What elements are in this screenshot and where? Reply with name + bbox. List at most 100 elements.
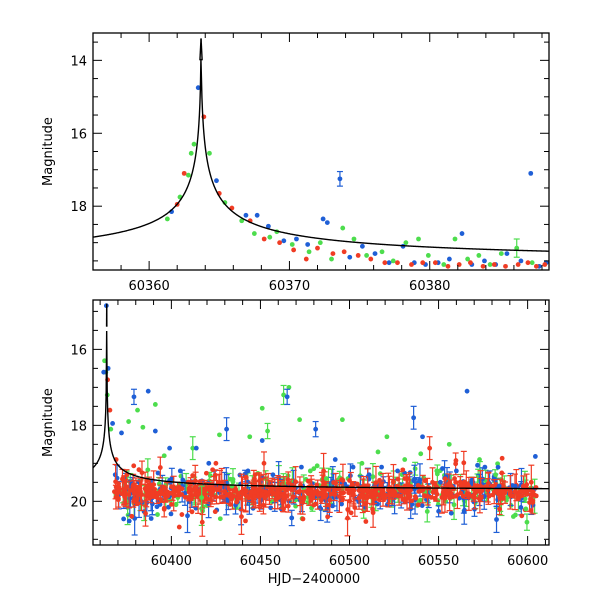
obs-green-point bbox=[217, 516, 223, 522]
obs-blue-point bbox=[448, 510, 454, 516]
obs-red-point bbox=[327, 497, 333, 503]
obs-green-point bbox=[186, 172, 191, 178]
obs-red-point bbox=[240, 491, 245, 497]
obs-red-point bbox=[236, 491, 242, 496]
obs-blue-point bbox=[101, 369, 107, 375]
obs-green-point bbox=[375, 449, 381, 455]
obs-red-point bbox=[308, 498, 314, 503]
obs-red-point bbox=[468, 260, 473, 266]
obs-green-point bbox=[434, 468, 440, 474]
obs-red-point bbox=[293, 479, 299, 485]
obs-red-point bbox=[285, 480, 291, 486]
obs-green-point bbox=[441, 262, 447, 267]
obs-blue-point bbox=[512, 483, 518, 489]
obs-red-point bbox=[275, 490, 281, 496]
y-tick-label: 16 bbox=[70, 127, 87, 142]
obs-green-point bbox=[251, 231, 257, 236]
obs-green-point bbox=[477, 457, 482, 462]
x-axis-label: HJD−2400000 bbox=[268, 572, 360, 587]
obs-green-point bbox=[340, 225, 346, 231]
obs-blue-point bbox=[337, 176, 343, 182]
obs-red-point bbox=[208, 492, 214, 498]
obs-red-point bbox=[144, 478, 150, 484]
obs-red-point bbox=[291, 247, 297, 253]
obs-red-point bbox=[284, 493, 290, 499]
obs-red-point bbox=[151, 482, 157, 488]
obs-red-point bbox=[239, 514, 244, 520]
obs-red-point bbox=[169, 502, 174, 507]
obs-red-point bbox=[412, 494, 418, 499]
obs-green-point bbox=[418, 451, 424, 457]
obs-blue-point bbox=[350, 464, 356, 470]
obs-green-point bbox=[384, 434, 390, 440]
obs-blue-point bbox=[313, 426, 319, 432]
obs-red-point bbox=[511, 493, 516, 499]
obs-red-point bbox=[305, 478, 311, 484]
obs-red-point bbox=[199, 519, 205, 525]
obs-red-point bbox=[453, 461, 459, 467]
obs-blue-point bbox=[324, 220, 330, 226]
obs-green-point bbox=[465, 256, 471, 262]
obs-blue-point bbox=[528, 170, 534, 176]
obs-red-point bbox=[220, 494, 226, 500]
obs-red-point bbox=[345, 515, 350, 521]
obs-blue-point bbox=[459, 231, 465, 236]
obs-green-point bbox=[498, 251, 504, 256]
obs-red-point bbox=[214, 486, 219, 492]
obs-red-point bbox=[515, 492, 521, 498]
obs-red-point bbox=[478, 495, 484, 500]
obs-red-point bbox=[131, 482, 136, 488]
obs-green-point bbox=[247, 434, 253, 440]
y-axis-label: Magnitude bbox=[41, 388, 56, 457]
obs-green-point bbox=[487, 262, 493, 267]
obs-green-point bbox=[188, 150, 194, 156]
obs-red-point bbox=[347, 498, 353, 504]
obs-blue-point bbox=[494, 517, 499, 522]
obs-blue-point bbox=[409, 501, 415, 507]
obs-red-point bbox=[315, 245, 320, 251]
obs-red-point bbox=[395, 493, 401, 499]
obs-red-point bbox=[364, 493, 370, 499]
obs-blue-point bbox=[464, 388, 470, 394]
obs-green-point bbox=[514, 245, 520, 251]
obs-green-point bbox=[311, 466, 317, 472]
obs-blue-point bbox=[475, 462, 480, 468]
obs-green-point bbox=[452, 236, 458, 242]
obs-green-point bbox=[424, 509, 430, 514]
obs-red-point bbox=[469, 493, 475, 499]
obs-red-point bbox=[129, 513, 135, 519]
obs-blue-point bbox=[167, 445, 172, 451]
obs-blue-point bbox=[281, 238, 287, 244]
obs-red-point bbox=[273, 497, 279, 503]
obs-red-point bbox=[451, 486, 457, 492]
obs-blue-point bbox=[195, 85, 201, 91]
obs-red-point bbox=[165, 491, 171, 497]
obs-red-point bbox=[246, 495, 252, 501]
obs-red-point bbox=[332, 492, 338, 498]
obs-blue-point bbox=[347, 254, 353, 260]
obs-blue-point bbox=[152, 428, 158, 434]
obs-red-point bbox=[499, 470, 505, 476]
obs-red-point bbox=[114, 490, 119, 496]
obs-red-point bbox=[533, 493, 539, 499]
obs-red-point bbox=[259, 492, 265, 498]
obs-red-point bbox=[243, 474, 249, 480]
obs-red-point bbox=[203, 486, 209, 491]
obs-red-point bbox=[415, 502, 421, 508]
obs-blue-point bbox=[417, 477, 423, 483]
obs-red-point bbox=[528, 479, 534, 485]
obs-red-point bbox=[135, 492, 141, 498]
top-panel-early-light-curve: 60360 60370 60380 14 16 18 Magnitude bbox=[41, 32, 550, 294]
obs-blue-point bbox=[420, 434, 425, 440]
obs-red-point bbox=[516, 496, 521, 502]
obs-green-point bbox=[140, 424, 146, 430]
obs-green-point bbox=[412, 466, 418, 472]
obs-red-point bbox=[348, 510, 354, 516]
obs-red-point bbox=[415, 483, 421, 488]
obs-red-point bbox=[208, 497, 213, 502]
y-tick-label: 14 bbox=[70, 54, 87, 69]
obs-blue-point bbox=[518, 258, 524, 264]
obs-blue-point bbox=[268, 505, 274, 511]
obs-red-point bbox=[252, 472, 258, 478]
obs-red-point bbox=[171, 491, 177, 496]
